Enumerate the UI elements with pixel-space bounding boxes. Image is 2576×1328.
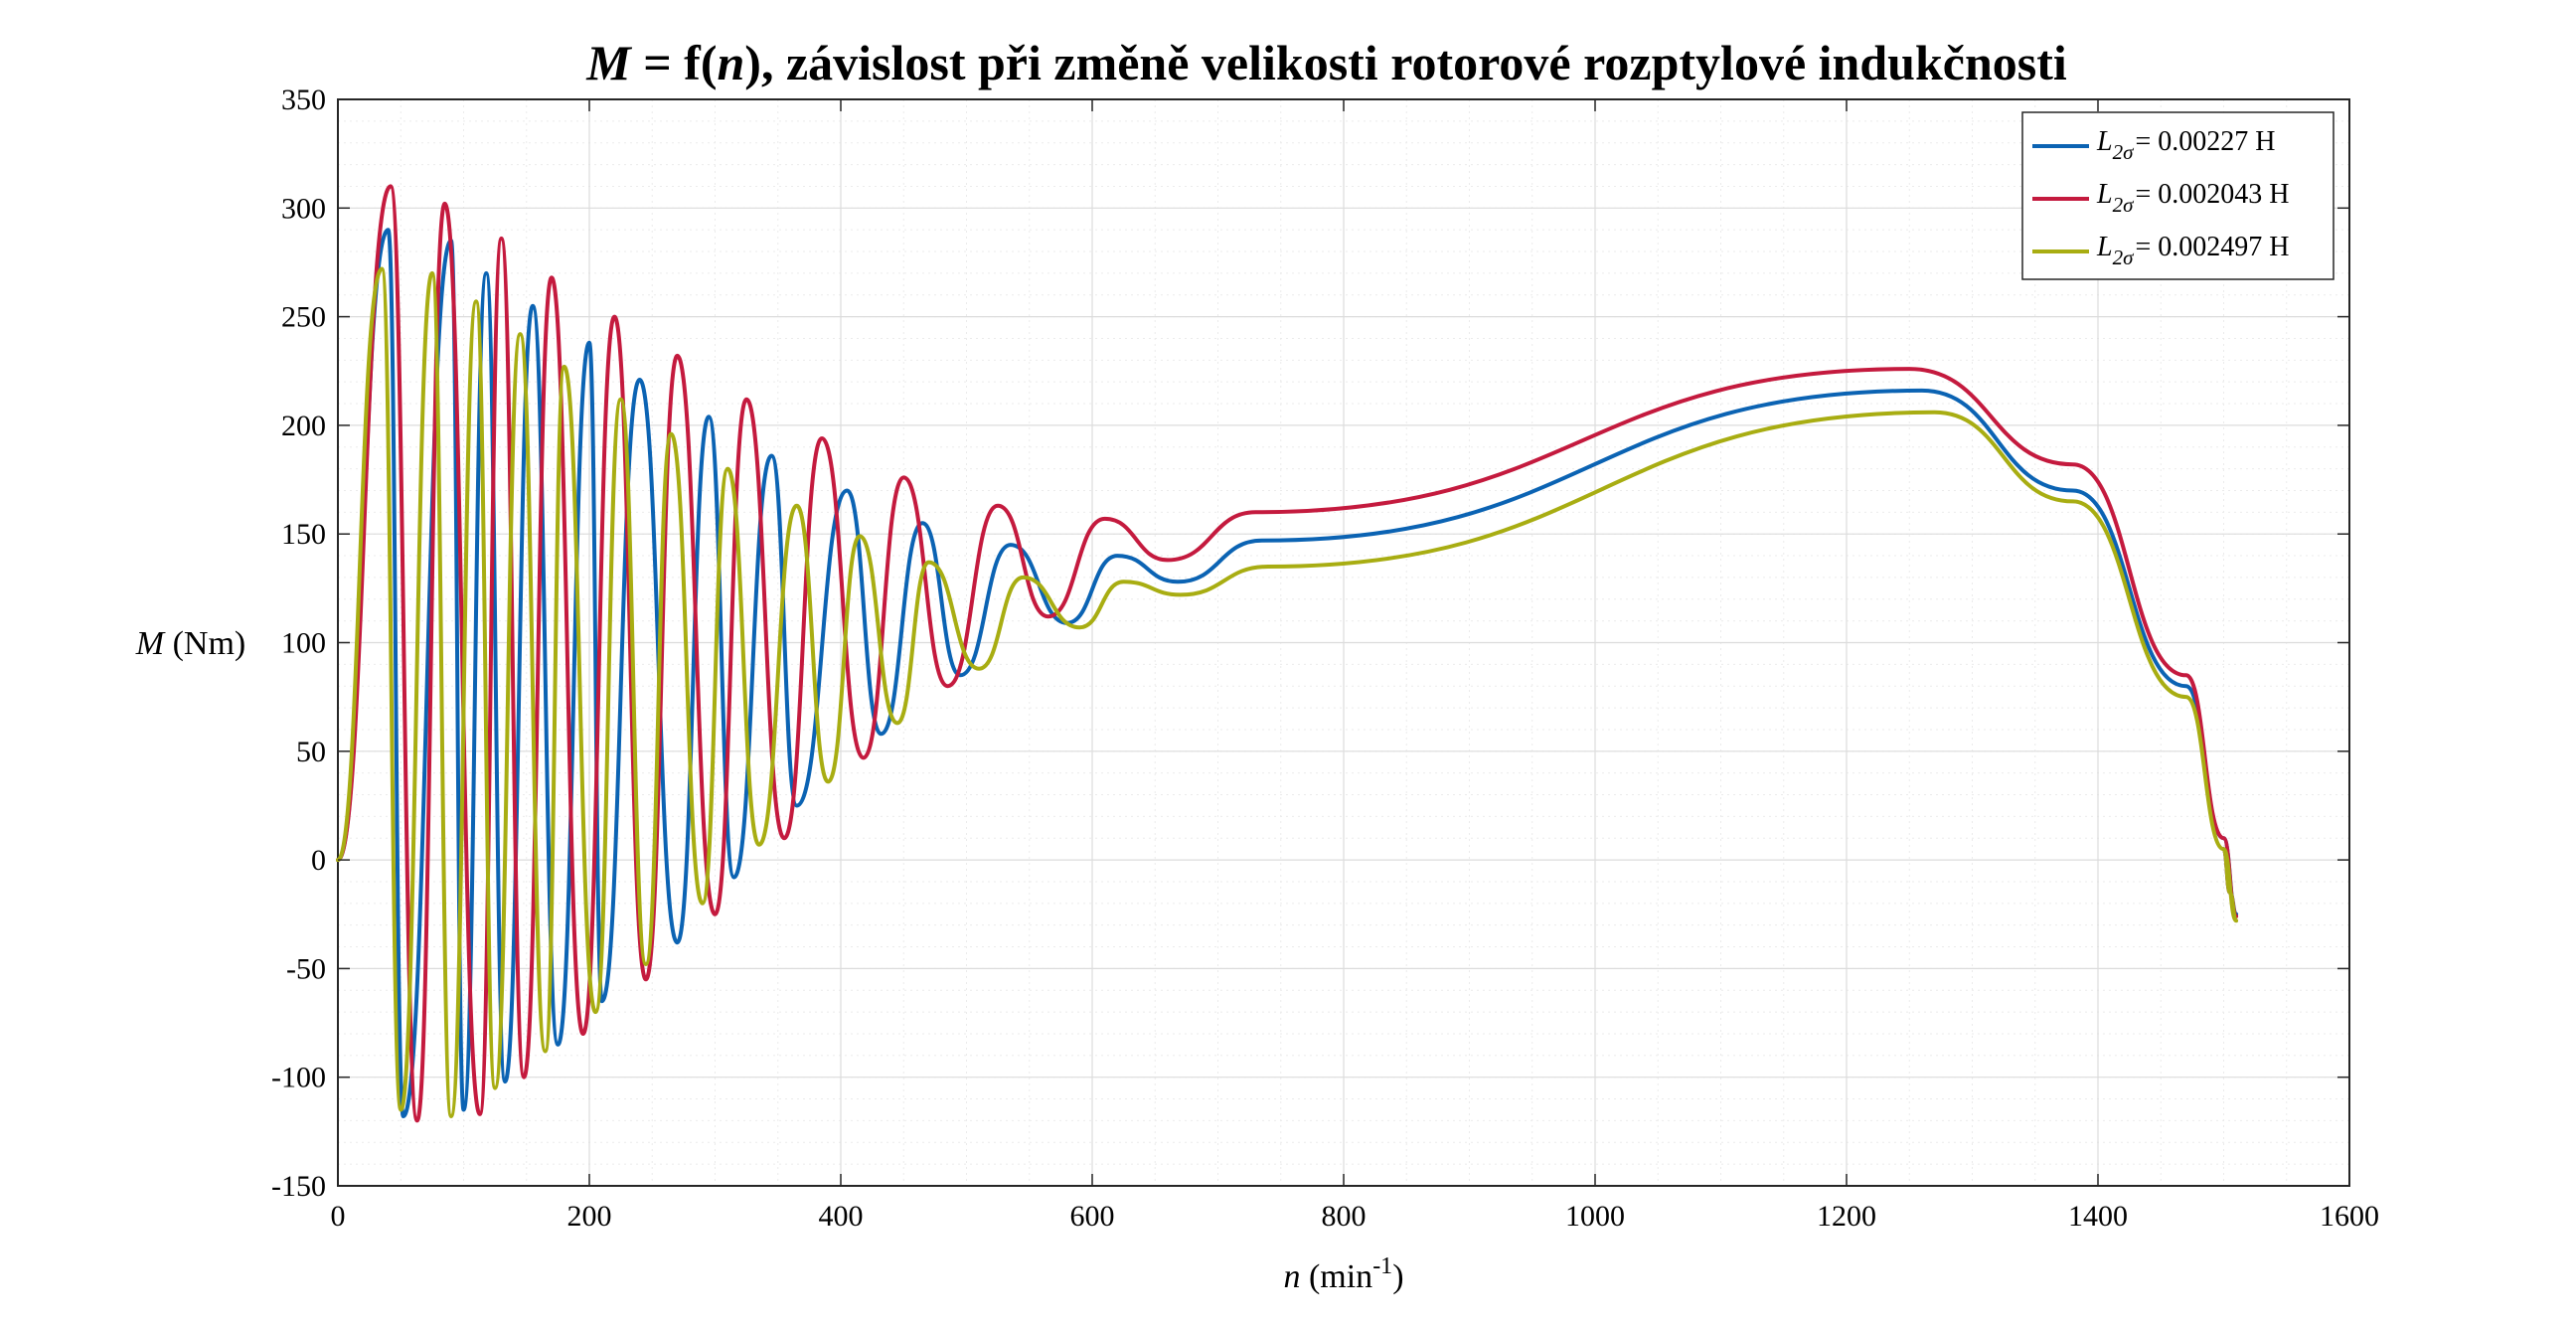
- series-line-1: [336, 228, 2239, 1118]
- x-tick-label: 400: [819, 1200, 864, 1233]
- x-tick-label: 800: [1322, 1200, 1367, 1233]
- tick-layer: 0 200 400 600 800 1000 1200 1400 1600-150-100-50…: [271, 83, 2379, 1233]
- legend-entry-2: L2σ= 0.002043 H: [2032, 179, 2289, 217]
- y-tick-label: 150: [281, 518, 326, 551]
- title-var: M: [585, 35, 632, 90]
- y-tick-label: -50: [286, 952, 326, 985]
- x-axis-unit: (min: [1300, 1258, 1372, 1295]
- legend-sub-2: 2σ: [2113, 193, 2136, 217]
- y-axis-unit: (Nm): [164, 625, 245, 662]
- legend-label-1: L2σ= 0.00227 H: [2096, 126, 2275, 164]
- legend-entry-3: L2σ= 0.002497 H: [2032, 232, 2289, 269]
- legend-sub-3: 2σ: [2113, 246, 2136, 269]
- title-eq: = f(: [631, 35, 718, 90]
- x-tick-label: 600: [1070, 1200, 1115, 1233]
- x-axis-exp: -1: [1372, 1253, 1392, 1279]
- legend-value-1: = 0.00227 H: [2135, 126, 2275, 157]
- series-layer: [336, 184, 2239, 1123]
- y-axis-var: M: [135, 625, 166, 662]
- y-tick-label: 0: [311, 844, 326, 877]
- x-tick-label: 200: [567, 1200, 612, 1233]
- y-tick-label: 250: [281, 301, 326, 334]
- y-tick-label: 100: [281, 627, 326, 660]
- title-arg: n: [717, 35, 744, 90]
- y-axis-label: M (Nm): [135, 625, 245, 662]
- legend-box: [2021, 111, 2334, 280]
- x-axis-close: ): [1392, 1258, 1403, 1295]
- legend-entry-1: L2σ= 0.00227 H: [2032, 126, 2275, 164]
- x-tick-label: 1400: [2068, 1200, 2128, 1233]
- legend: L2σ= 0.00227 H L2σ= 0.002043 H L2σ= 0.00…: [2021, 111, 2334, 280]
- legend-symbol-1: L: [2096, 126, 2113, 157]
- y-tick-label: 350: [281, 83, 326, 116]
- y-tick-label: 200: [281, 410, 326, 442]
- x-tick-label: 1000: [1565, 1200, 1625, 1233]
- x-tick-label: 0: [331, 1200, 346, 1233]
- x-axis-var: n: [1283, 1258, 1300, 1295]
- legend-value-3: = 0.002497 H: [2135, 232, 2289, 262]
- title-rest: ), závislost při změně velikosti rotorov…: [744, 35, 2067, 90]
- legend-symbol-2: L: [2096, 179, 2113, 210]
- x-axis-label: n (min-1): [1283, 1253, 1403, 1295]
- y-tick-label: 300: [281, 192, 326, 225]
- chart-title: M = f(n), závislost při změně velikosti …: [585, 35, 2067, 90]
- series-line-3: [336, 266, 2239, 1118]
- legend-value-2: = 0.002043 H: [2135, 179, 2289, 210]
- legend-sub-1: 2σ: [2113, 140, 2136, 164]
- y-tick-label: 50: [296, 736, 326, 768]
- y-tick-label: -100: [271, 1062, 326, 1094]
- y-tick-label: -150: [271, 1170, 326, 1203]
- x-tick-label: 1600: [2320, 1200, 2379, 1233]
- x-tick-label: 1200: [1817, 1200, 1876, 1233]
- legend-label-2: L2σ= 0.002043 H: [2096, 179, 2289, 217]
- series-line-2: [336, 184, 2239, 1123]
- legend-label-3: L2σ= 0.002497 H: [2096, 232, 2289, 269]
- legend-symbol-3: L: [2096, 232, 2113, 262]
